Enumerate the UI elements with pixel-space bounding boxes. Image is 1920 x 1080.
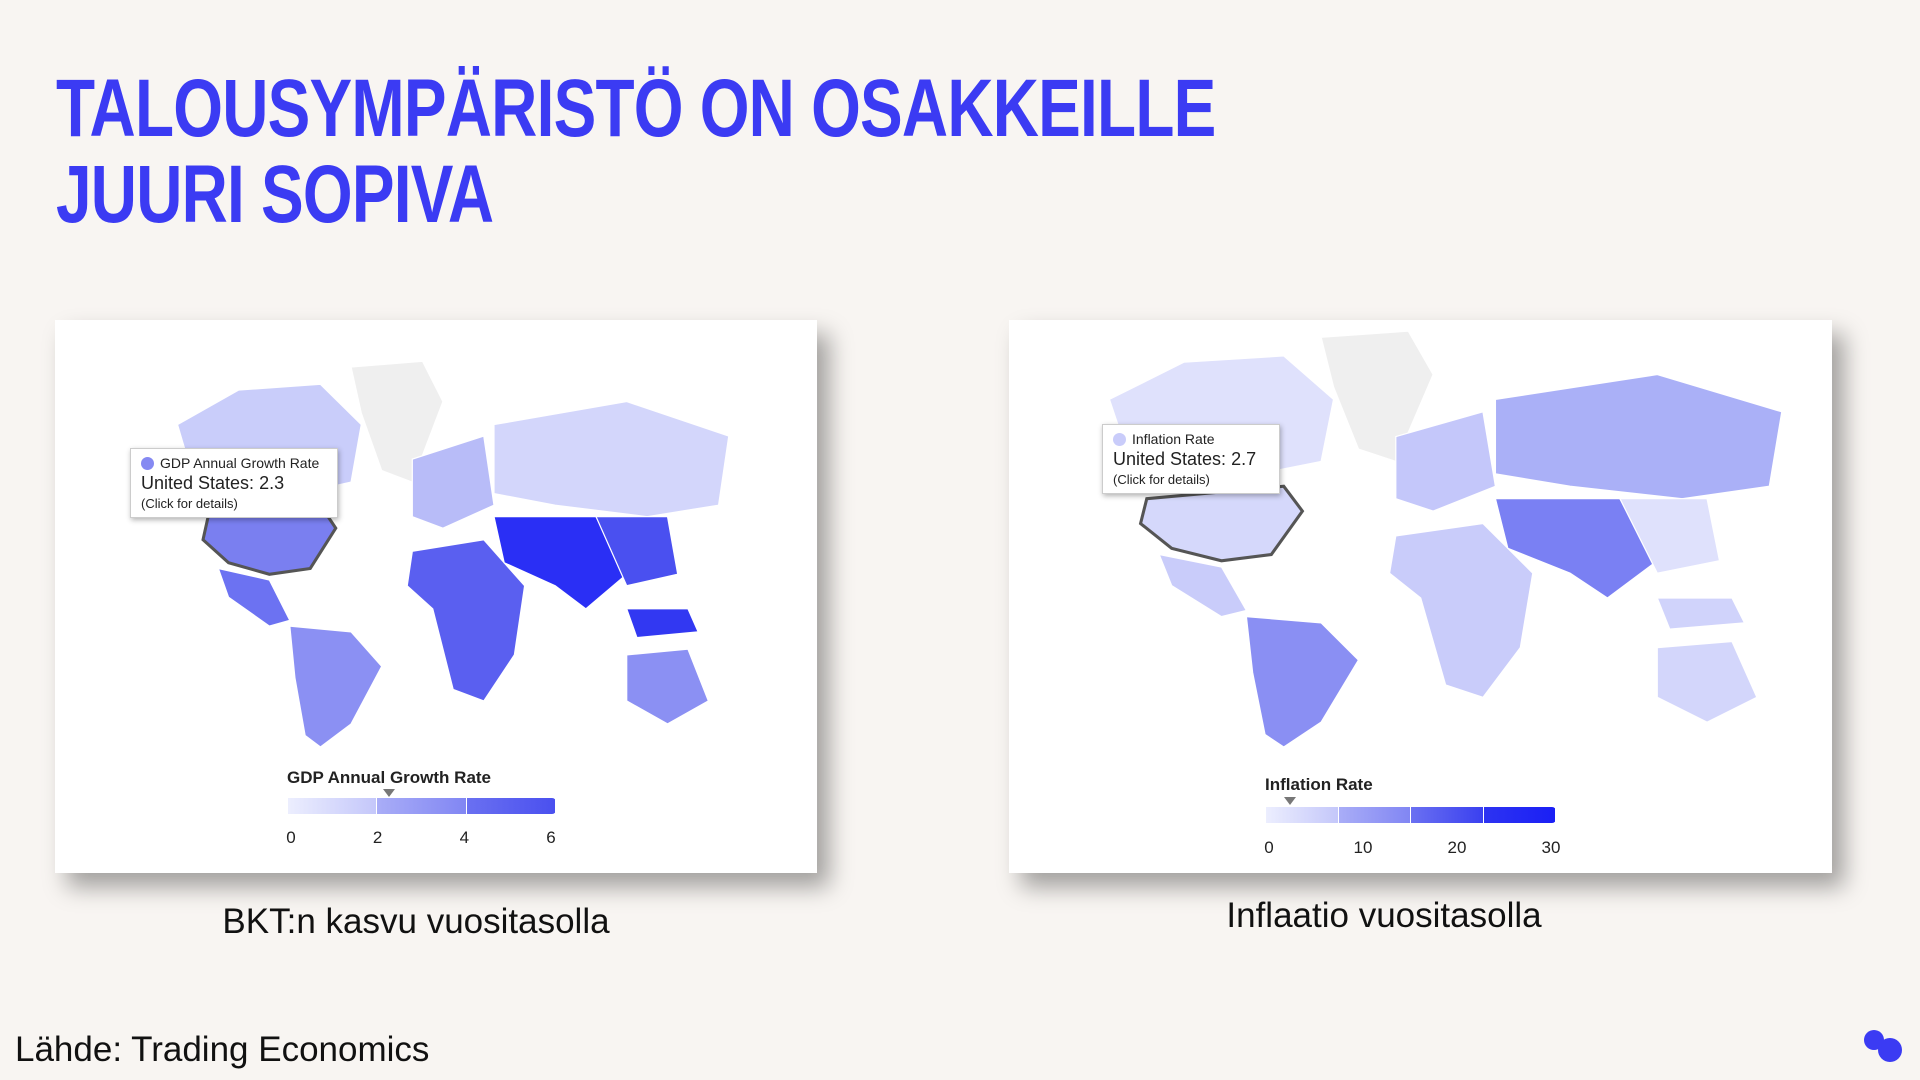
region	[1494, 373, 1783, 500]
tooltip-series: GDP Annual Growth Rate	[160, 455, 320, 471]
legend-tick: 2	[372, 828, 383, 847]
legend-tick: 10	[1353, 838, 1373, 857]
legend-tick: 0	[1264, 838, 1274, 857]
caption: Inflaatio vuositasolla	[1226, 896, 1542, 935]
legend-tick: 6	[546, 828, 556, 847]
region	[626, 648, 710, 725]
region	[1395, 411, 1497, 512]
legend-bar	[288, 798, 556, 814]
tooltip-value: United States: 2.7	[1113, 449, 1257, 469]
title-line: TALOUSYMPÄRISTÖ ON OSAKKEILLE	[56, 63, 1216, 154]
region	[1158, 553, 1248, 618]
world-map	[176, 360, 730, 748]
legend-tick: 0	[286, 828, 296, 847]
tooltip: GDP Annual Growth Rate United States: 2.…	[130, 448, 338, 518]
legend-pointer	[383, 789, 395, 797]
legend-tick: 20	[1447, 838, 1467, 857]
map-panel	[1009, 320, 1832, 873]
region	[1618, 498, 1721, 574]
tooltip: Inflation Rate United States: 2.7 (Click…	[1102, 424, 1280, 494]
region	[625, 608, 700, 639]
world-map	[1108, 330, 1783, 748]
region	[1656, 597, 1746, 630]
region	[595, 516, 679, 587]
legend-bar	[1266, 807, 1556, 823]
tooltip-hint: (Click for details)	[141, 496, 238, 511]
legend-tick: 30	[1541, 838, 1561, 857]
region	[493, 400, 730, 518]
region	[1138, 484, 1305, 563]
legend-title: Inflation Rate	[1265, 775, 1373, 794]
legend-tick: 4	[459, 828, 470, 847]
region	[1388, 522, 1534, 699]
title-line: JUURI SOPIVA	[56, 149, 494, 240]
tooltip-hint: (Click for details)	[1113, 472, 1210, 487]
region	[406, 539, 526, 702]
tooltip-series: Inflation Rate	[1132, 431, 1215, 447]
region	[411, 435, 495, 529]
source: Lähde: Trading Economics	[15, 1030, 430, 1069]
region	[289, 625, 383, 748]
legend-title: GDP Annual Growth Rate	[287, 768, 492, 787]
region	[217, 567, 291, 627]
map-panel	[55, 320, 817, 873]
region	[1245, 615, 1360, 748]
logo	[1864, 1030, 1902, 1062]
caption: BKT:n kasvu vuositasolla	[222, 902, 610, 941]
region	[1656, 640, 1758, 723]
tooltip-value: United States: 2.3	[141, 473, 285, 493]
legend-pointer	[1284, 797, 1296, 805]
